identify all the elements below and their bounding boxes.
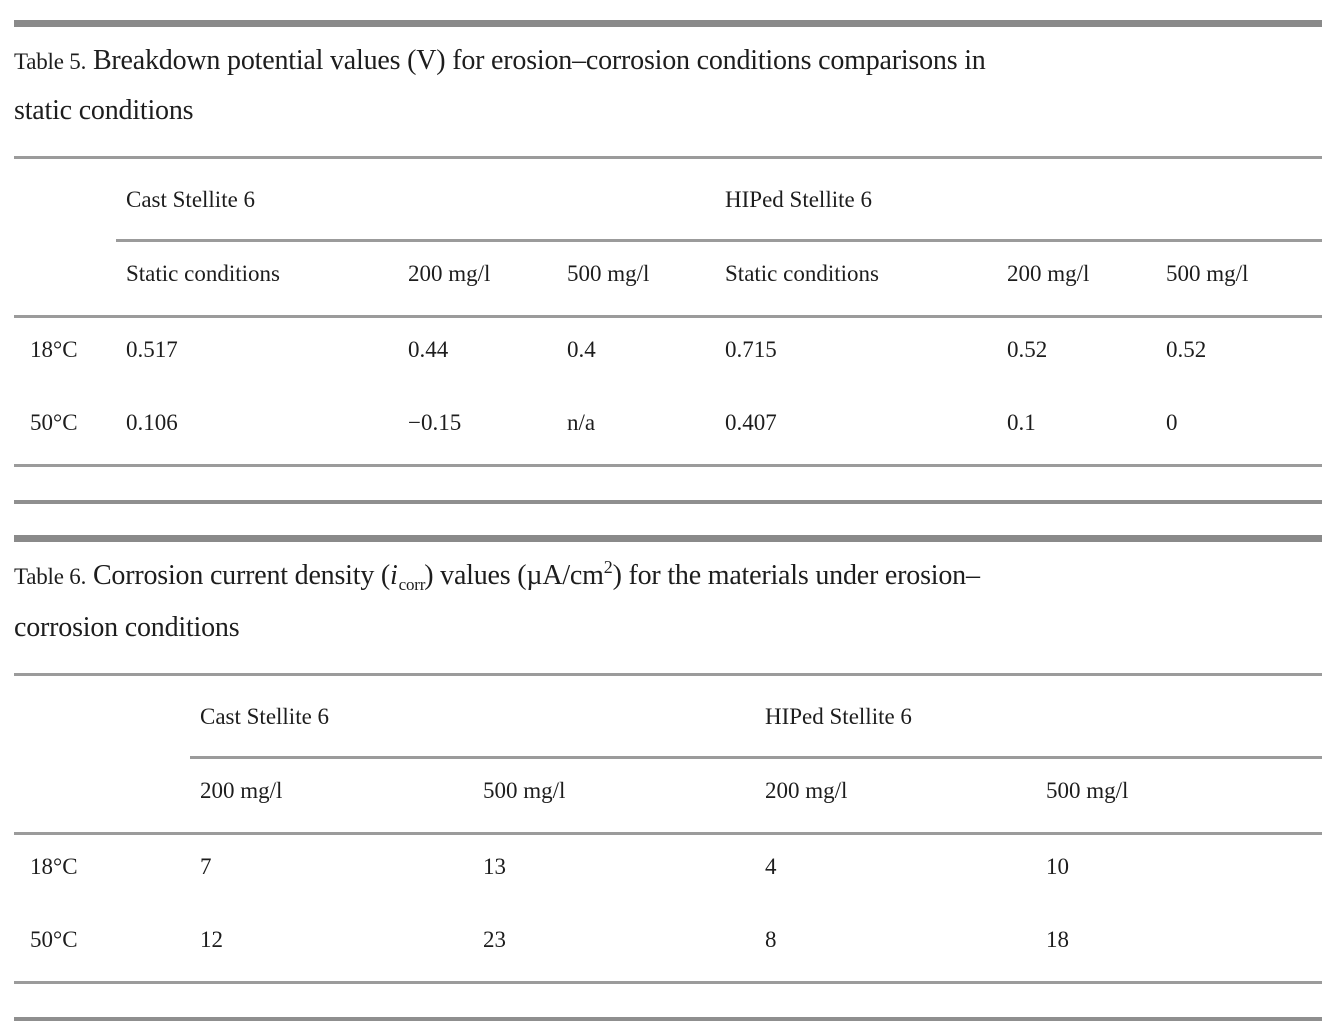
- table6-caption-text-line2: corrosion conditions: [14, 612, 240, 643]
- table6-stub-cell: [14, 675, 190, 758]
- table6-colheader: 200 mg/l: [190, 757, 473, 835]
- table6-cell: 4: [765, 854, 777, 879]
- table5-caption-label: Table 5.: [14, 49, 87, 74]
- table5-colheader: 500 mg/l: [1156, 240, 1323, 318]
- table6-cell: 10: [1046, 854, 1069, 879]
- table5-colheader: 200 mg/l: [398, 240, 557, 318]
- table6-row-50c: 50°C 12 23 8 18: [14, 908, 1322, 984]
- table5-group-hiped: HIPed Stellite 6: [715, 157, 1323, 242]
- table5-cell: 0.106: [116, 391, 398, 467]
- table6-caption-text: ) values (µA/cm: [424, 560, 604, 591]
- table6-caption-icorr-symbol: i: [390, 560, 398, 591]
- table6-rowlabel-50c: 50°C: [14, 908, 190, 984]
- table6-colheader: 500 mg/l: [473, 757, 755, 835]
- table6-rowlabel-18c: 18°C: [30, 854, 78, 879]
- table5-cell: 0.52: [1007, 337, 1048, 362]
- table5-cell: 0.1: [997, 391, 1157, 467]
- table5-row-18c: 18°C 0.517 0.44 0.4 0.715 0.52 0.52: [14, 317, 1322, 392]
- table6: Cast Stellite 6 HIPed Stellite 6 200 mg/…: [14, 673, 1322, 984]
- table6-row-18c: 18°C 7 13 4 10: [14, 834, 1322, 909]
- table5-bottom-rule: [14, 500, 1322, 504]
- table6-group-cast: Cast Stellite 6: [190, 674, 755, 759]
- table5-stub-cell: [14, 158, 116, 241]
- table6-group-hiped: HIPed Stellite 6: [755, 674, 1322, 759]
- table6-column-header-row: 200 mg/l 500 mg/l 200 mg/l 500 mg/l: [14, 757, 1322, 835]
- table6-caption-icorr-subscript: corr: [398, 575, 426, 594]
- table5-column-header-row: Static conditions 200 mg/l 500 mg/l Stat…: [14, 240, 1323, 318]
- table5-cell: 0.715: [725, 337, 777, 362]
- table5-cell: 0.4: [567, 337, 596, 362]
- table5-rowlabel-18c: 18°C: [30, 337, 78, 362]
- table5-colheader: 200 mg/l: [997, 240, 1157, 318]
- table6-block: Table 6. Corrosion current density (icor…: [14, 535, 1322, 1021]
- table6-stub-cell: [14, 757, 190, 835]
- table5-caption-text-line2: static conditions: [14, 95, 194, 126]
- table6-top-rule: [14, 535, 1322, 542]
- table6-group-header-row: Cast Stellite 6 HIPed Stellite 6: [14, 674, 1322, 759]
- table6-caption-text: Corrosion current density (: [86, 560, 391, 591]
- table6-bottom-rule: [14, 1017, 1322, 1021]
- table5-cell: 0: [1156, 391, 1323, 467]
- table6-cell: 7: [200, 854, 212, 879]
- table5-top-rule: [14, 20, 1322, 27]
- table6-cell: 23: [473, 908, 755, 984]
- table6-cell: 13: [483, 854, 506, 879]
- table5-colheader: 500 mg/l: [557, 240, 716, 318]
- table5-rowlabel-50c: 50°C: [14, 391, 116, 467]
- table5-cell: 0.44: [408, 337, 449, 362]
- table5-cell: −0.15: [398, 391, 557, 467]
- table6-cell: 8: [755, 908, 1036, 984]
- table5-group-header-row: Cast Stellite 6 HIPed Stellite 6: [14, 157, 1323, 242]
- table5-cell: 0.517: [126, 337, 178, 362]
- table5-cell: 0.407: [715, 391, 998, 467]
- table6-caption-superscript-2: 2: [603, 557, 613, 577]
- table5-stub-cell: [14, 240, 116, 318]
- table5: Cast Stellite 6 HIPed Stellite 6 Static …: [14, 156, 1323, 467]
- table5-caption: Table 5. Breakdown potential values (V) …: [14, 36, 1322, 156]
- table6-caption-text: ) for the materials under erosion–: [612, 560, 980, 591]
- table5-cell: 0.52: [1166, 337, 1207, 362]
- table5-colheader: Static conditions: [715, 240, 998, 318]
- table5-colheader: Static conditions: [116, 240, 398, 318]
- table5-block: Table 5. Breakdown potential values (V) …: [14, 20, 1323, 504]
- table5-cell: n/a: [557, 391, 716, 467]
- table6-cell: 12: [190, 908, 473, 984]
- table5-group-cast: Cast Stellite 6: [116, 157, 716, 242]
- table6-caption-label: Table 6.: [14, 564, 87, 589]
- table6-colheader: 500 mg/l: [1036, 757, 1322, 835]
- table6-colheader: 200 mg/l: [755, 757, 1036, 835]
- table5-row-50c: 50°C 0.106 −0.15 n/a 0.407 0.1 0: [14, 391, 1323, 467]
- table5-caption-text-line1: Breakdown potential values (V) for erosi…: [86, 45, 986, 76]
- table6-caption: Table 6. Corrosion current density (icor…: [14, 551, 1322, 673]
- table6-cell: 18: [1036, 908, 1322, 984]
